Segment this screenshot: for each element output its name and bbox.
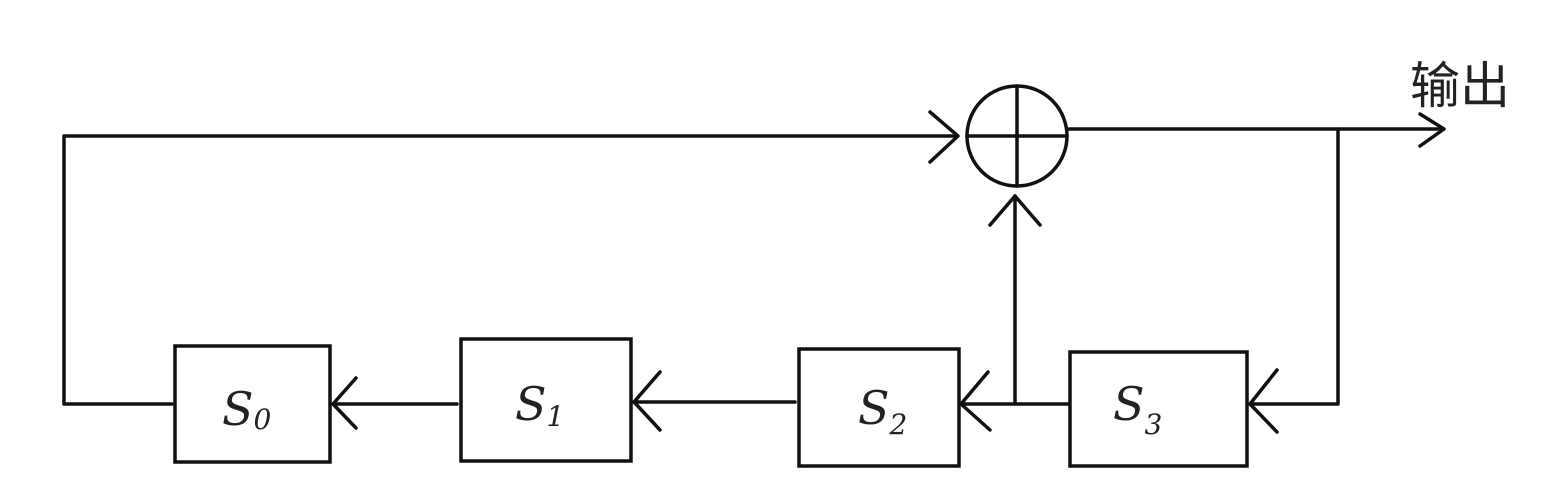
output-to-s3-wire (1248, 127, 1340, 406)
output-arrowhead (1418, 112, 1446, 148)
register-s1-label: S1 (515, 377, 564, 433)
s2-input-arrowhead (959, 370, 992, 432)
register-s2: S2 (797, 347, 961, 468)
feedback-wire (62, 134, 957, 406)
output-label: 输出 (1410, 57, 1510, 115)
xor-plus-symbol (965, 84, 1069, 188)
s3-input-arrowhead (1248, 368, 1279, 434)
tap-arrowhead (988, 194, 1042, 227)
register-s1: S1 (459, 337, 633, 463)
register-s3-label: S3 (1113, 377, 1162, 441)
s1-input-arrowhead (632, 370, 662, 432)
register-s0-label: S0 (222, 382, 271, 436)
s0-input-arrowhead (331, 376, 358, 430)
register-s2-label: S2 (858, 381, 907, 441)
feedback-arrowhead (928, 110, 960, 164)
register-s3: S3 (1068, 350, 1249, 468)
register-s0: S0 (173, 344, 332, 464)
